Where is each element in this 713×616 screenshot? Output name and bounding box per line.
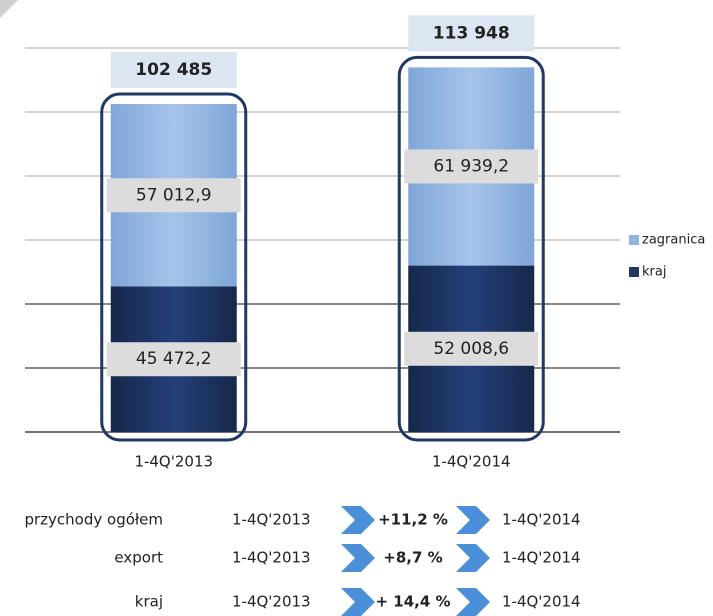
value-label-box [106, 178, 241, 213]
period-from: 1-4Q'2013 [232, 511, 311, 529]
chevron [456, 544, 490, 572]
value-label: 52 008,6 [433, 339, 509, 359]
change-value: +11,2 % [378, 511, 448, 529]
row-label: kraj [135, 593, 163, 611]
corner-decoration [0, 0, 18, 18]
change-value: + 14,4 % [375, 593, 450, 611]
bar-outline [397, 55, 545, 442]
total-label: 102 485 [135, 60, 212, 80]
x-tick-label: 1-4Q'2014 [432, 453, 511, 471]
chevron [341, 506, 375, 534]
period-from: 1-4Q'2013 [232, 549, 311, 567]
legend-swatch [629, 267, 639, 277]
chevron [341, 588, 375, 616]
total-label-box [408, 15, 535, 52]
row-label: export [114, 549, 163, 567]
x-tick-label: 1-4Q'2013 [134, 453, 213, 471]
legend-label: kraj [642, 265, 666, 280]
value-label-box [106, 342, 241, 377]
legend-swatch [629, 235, 639, 245]
value-label-box [404, 331, 539, 366]
total-label: 113 948 [433, 23, 510, 43]
period-from: 1-4Q'2013 [232, 593, 311, 611]
total-label-box [110, 52, 237, 89]
period-to: 1-4Q'2014 [502, 511, 581, 529]
chevron [456, 588, 490, 616]
chevron [456, 506, 490, 534]
period-to: 1-4Q'2014 [502, 549, 581, 567]
value-label: 57 012,9 [136, 185, 212, 205]
period-to: 1-4Q'2014 [502, 593, 581, 611]
value-label-box [404, 149, 539, 184]
value-label: 61 939,2 [433, 156, 509, 176]
value-label: 45 472,2 [136, 349, 212, 369]
row-label: przychody ogółem [24, 511, 163, 529]
legend-label: zagranica [642, 233, 705, 248]
chevron [341, 544, 375, 572]
bar-outline [100, 92, 248, 442]
change-value: +8,7 % [383, 549, 442, 567]
